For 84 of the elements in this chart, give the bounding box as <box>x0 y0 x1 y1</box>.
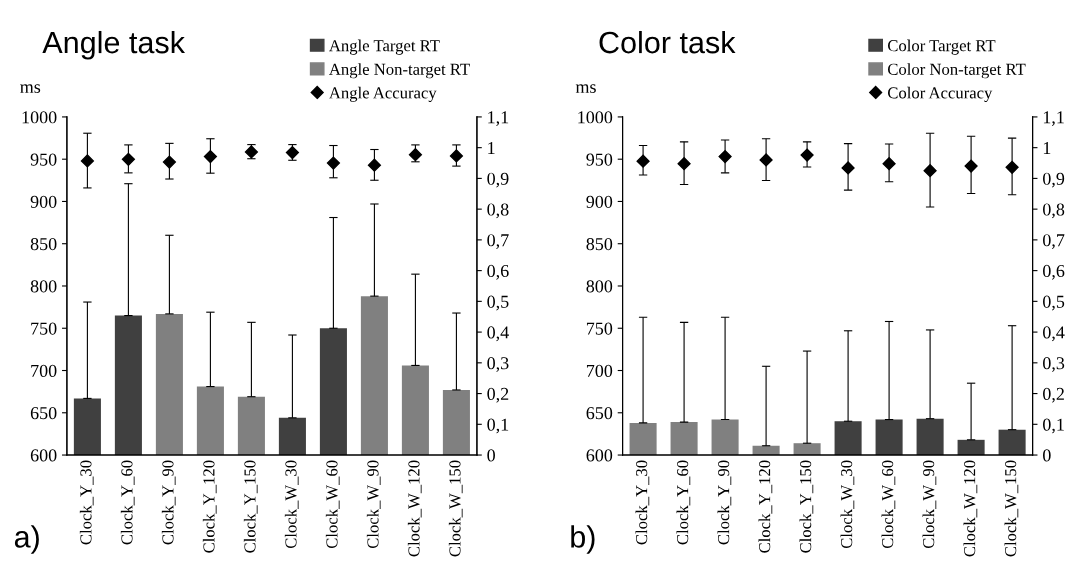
y-tick-label: 650 <box>30 407 57 420</box>
y-tick-label: 900 <box>30 195 57 208</box>
y2-tick-label: 0,3 <box>487 357 509 372</box>
legend-label: Angle Non-target RT <box>329 63 470 79</box>
y-tick-label: 650 <box>586 407 613 420</box>
x-tick-label: Clock_W_60 <box>881 460 896 549</box>
legend-label: Angle Accuracy <box>329 86 437 102</box>
y-axis-title: ms <box>20 84 41 93</box>
x-tick-label: Clock_W_60 <box>325 460 340 549</box>
x-tick-label: Clock_W_150 <box>448 460 463 557</box>
y2-tick-label: 0,5 <box>487 295 509 311</box>
y2-tick-label: 0,6 <box>1043 264 1065 280</box>
y2-tick-label: 0,2 <box>1043 387 1064 403</box>
point <box>759 153 773 167</box>
y2-tick-label: 1 <box>488 142 495 154</box>
legend-label: Angle Target RT <box>329 39 440 55</box>
legend-label: Color Non-target RT <box>887 63 1026 79</box>
y-tick-label: 1000 <box>22 111 57 124</box>
y2-tick-label: 1,1 <box>1043 111 1064 126</box>
point <box>636 154 650 168</box>
x-tick-label: Clock_Y_30 <box>635 460 650 545</box>
y-tick-label: 850 <box>586 237 613 251</box>
y2-tick-label: 0,9 <box>1043 172 1065 188</box>
x-tick-label: Clock_W_90 <box>922 460 937 549</box>
x-tick-label: Clock_Y_120 <box>758 460 773 553</box>
y-tick-label: 700 <box>586 364 613 377</box>
y2-tick-label: 0 <box>487 449 495 462</box>
y-tick-label: 900 <box>586 195 613 208</box>
y2-tick-label: 0,2 <box>487 387 509 403</box>
y-tick-label: 600 <box>30 449 57 462</box>
text: a) <box>14 525 39 554</box>
y2-tick-label: 0,7 <box>1043 234 1065 249</box>
y2-tick-label: 0,1 <box>487 418 509 434</box>
y2-tick-label: 0,5 <box>1043 295 1065 311</box>
y2-tick-label: 0,7 <box>487 234 509 249</box>
x-tick-label: Clock_W_150 <box>1004 460 1019 557</box>
y-tick-label: 850 <box>30 237 57 251</box>
x-tick-label: Clock_W_30 <box>284 460 299 549</box>
y-tick-label: 950 <box>586 153 613 166</box>
y2-tick-label: 0,6 <box>487 264 509 280</box>
legend-label: Color Accuracy <box>887 86 993 102</box>
x-tick-label: Clock_Y_90 <box>717 460 732 545</box>
y-tick-label: 600 <box>586 449 613 462</box>
point <box>882 157 896 171</box>
x-tick-label: Clock_Y_150 <box>799 460 814 553</box>
point <box>923 164 937 178</box>
point <box>1005 160 1019 174</box>
y2-tick-label: 0 <box>1043 449 1051 462</box>
x-tick-label: Clock_Y_30 <box>79 460 94 545</box>
y-tick-label: 800 <box>586 280 613 293</box>
point <box>841 161 855 175</box>
chart-title: Color task <box>599 30 736 54</box>
y2-tick-label: 0,4 <box>1043 326 1065 342</box>
y2-tick-label: 0,8 <box>487 203 509 219</box>
x-tick-label: Clock_Y_150 <box>243 460 258 553</box>
y2-tick-label: 0,9 <box>487 172 509 188</box>
x-tick-label: Clock_W_90 <box>366 460 381 549</box>
x-tick-label: Clock_Y_120 <box>202 460 217 553</box>
y-tick-label: 750 <box>31 322 57 335</box>
y-tick-label: 1000 <box>578 111 613 124</box>
y2-tick-label: 0,4 <box>487 326 509 342</box>
x-tick-label: Clock_W_120 <box>407 460 422 557</box>
x-tick-label: Clock_W_30 <box>840 460 855 549</box>
y-tick-label: 750 <box>586 322 613 335</box>
text: b) <box>571 525 595 554</box>
y2-tick-label: 1 <box>1043 142 1051 154</box>
x-tick-label: Clock_Y_60 <box>120 460 135 545</box>
y-tick-label: 700 <box>31 364 57 377</box>
x-tick-label: Clock_Y_60 <box>676 460 691 545</box>
x-tick-label: Clock_Y_90 <box>161 460 176 545</box>
point <box>964 159 978 173</box>
chart-title: Angle task <box>42 30 186 60</box>
point <box>718 149 732 164</box>
y2-tick-label: 0,1 <box>1043 418 1064 434</box>
y-tick-label: 800 <box>30 280 57 293</box>
y2-tick-label: 0,3 <box>1043 357 1065 372</box>
legend-label: Color Target RT <box>887 39 996 55</box>
y2-tick-label: 0,8 <box>1043 203 1065 219</box>
y2-tick-label: 1,1 <box>488 111 509 126</box>
x-tick-label: Clock_W_120 <box>963 460 978 557</box>
point <box>677 157 691 171</box>
point <box>800 148 814 162</box>
y-tick-label: 950 <box>30 153 57 166</box>
y-axis-title: ms <box>575 84 596 93</box>
